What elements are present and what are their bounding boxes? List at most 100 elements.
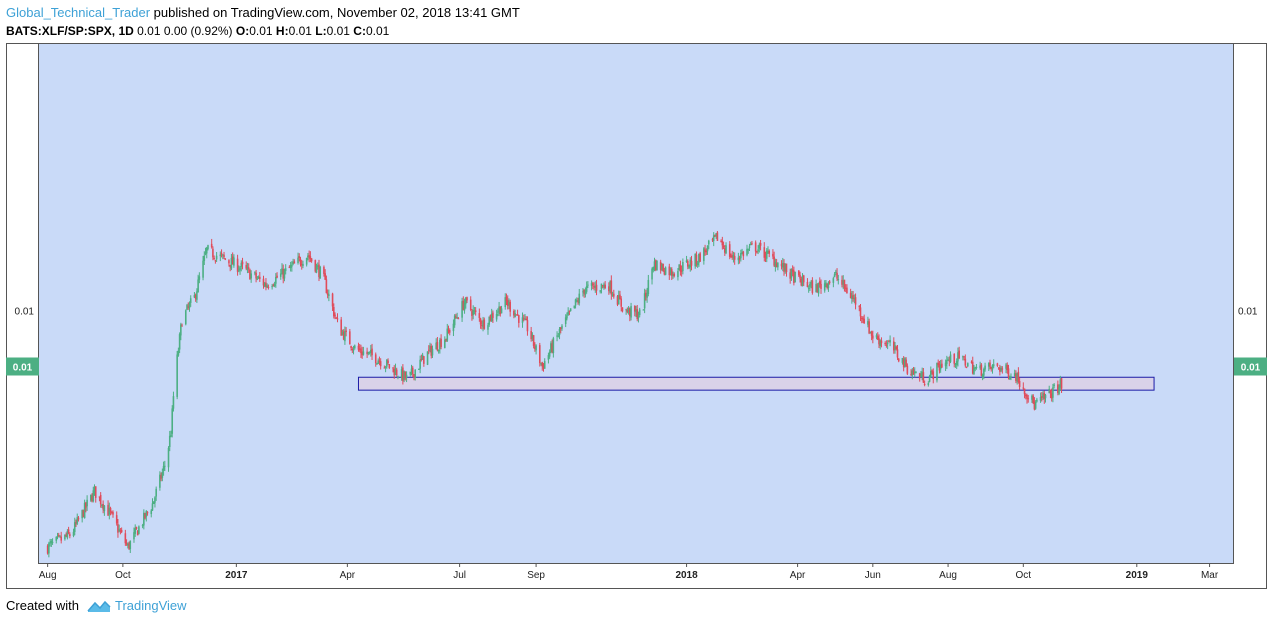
candle-body xyxy=(471,311,473,316)
candle xyxy=(927,381,930,387)
candle xyxy=(538,342,541,367)
candle-body xyxy=(499,306,502,315)
candle-body xyxy=(203,255,206,261)
candle-body xyxy=(481,324,483,326)
candle-body xyxy=(334,314,336,317)
candle xyxy=(210,238,213,249)
candle xyxy=(610,275,613,300)
candle-body xyxy=(397,376,399,378)
candle-body xyxy=(446,328,449,341)
candle xyxy=(1049,389,1052,399)
candle xyxy=(446,323,449,343)
candle xyxy=(569,308,572,312)
candle xyxy=(144,512,146,520)
candle xyxy=(120,527,123,534)
candle-body xyxy=(103,505,106,512)
candle-body xyxy=(867,321,869,325)
candle xyxy=(853,294,856,304)
candle xyxy=(421,352,424,361)
candle-body xyxy=(801,275,804,286)
candle-body xyxy=(773,256,775,266)
candle xyxy=(220,249,223,258)
candle-body xyxy=(783,262,785,272)
candle xyxy=(427,345,430,355)
candle-body xyxy=(938,364,941,371)
candle-body xyxy=(220,252,223,255)
candle-body xyxy=(991,365,994,370)
candle-body xyxy=(76,517,79,524)
candle xyxy=(1053,383,1055,389)
candle-body xyxy=(601,285,604,287)
candle-body xyxy=(965,366,968,368)
candle-body xyxy=(802,275,805,283)
candle xyxy=(599,289,602,294)
candle xyxy=(513,309,515,319)
candle xyxy=(790,268,793,281)
candle-body xyxy=(815,284,817,293)
candle-body xyxy=(715,233,717,237)
candle-body xyxy=(652,266,655,271)
candle-body xyxy=(841,279,843,285)
candle-body xyxy=(464,297,467,305)
candle-body xyxy=(854,297,857,305)
candle xyxy=(377,358,380,364)
candle xyxy=(48,541,50,558)
candle xyxy=(57,532,60,538)
candle xyxy=(448,328,451,336)
candle-body xyxy=(377,360,380,364)
candle xyxy=(292,258,294,266)
candle-body xyxy=(506,300,509,306)
candle xyxy=(150,509,153,518)
candle-body xyxy=(223,254,225,258)
candle xyxy=(283,268,286,282)
candle-body xyxy=(490,313,493,322)
candle-body xyxy=(642,309,645,311)
candle xyxy=(775,258,778,268)
candle xyxy=(781,257,784,272)
candle xyxy=(498,301,500,316)
candle-body xyxy=(250,273,252,279)
plot-area[interactable] xyxy=(38,43,1234,564)
candle xyxy=(593,282,595,291)
candle-body xyxy=(362,351,365,355)
candle-body xyxy=(176,354,178,397)
candle-body xyxy=(711,239,714,241)
candle xyxy=(965,366,968,369)
support-zone-rectangle[interactable] xyxy=(357,376,1155,391)
candle-body xyxy=(785,263,788,273)
candle-body xyxy=(118,529,120,532)
candle-body xyxy=(1010,376,1012,378)
candle-body xyxy=(110,511,113,513)
candle-body xyxy=(763,247,766,258)
candle xyxy=(178,332,181,354)
candle xyxy=(851,290,853,304)
candle-body xyxy=(134,528,137,534)
candle xyxy=(679,260,682,276)
candle-body xyxy=(949,354,952,362)
candle xyxy=(652,266,655,273)
candle xyxy=(825,280,827,288)
candle xyxy=(584,287,587,298)
candle-body xyxy=(426,351,429,365)
candle xyxy=(473,306,476,315)
author-link[interactable]: Global_Technical_Trader xyxy=(6,5,151,20)
candle-body xyxy=(472,309,474,315)
candle xyxy=(915,371,917,374)
candle-body xyxy=(612,293,615,297)
high-value: 0.01 xyxy=(288,24,312,38)
candle-body xyxy=(846,287,848,294)
candle xyxy=(886,340,889,350)
candle-body xyxy=(473,310,476,312)
candle-body xyxy=(487,325,489,330)
candle xyxy=(953,353,956,368)
candle xyxy=(1008,375,1011,381)
tradingview-link[interactable]: TradingView xyxy=(114,598,187,613)
candle-body xyxy=(469,299,472,310)
candle-body xyxy=(619,294,621,300)
candle xyxy=(878,334,880,349)
candle xyxy=(577,297,579,305)
candle-body xyxy=(59,535,61,537)
candle xyxy=(492,310,494,324)
candle xyxy=(1010,373,1012,381)
